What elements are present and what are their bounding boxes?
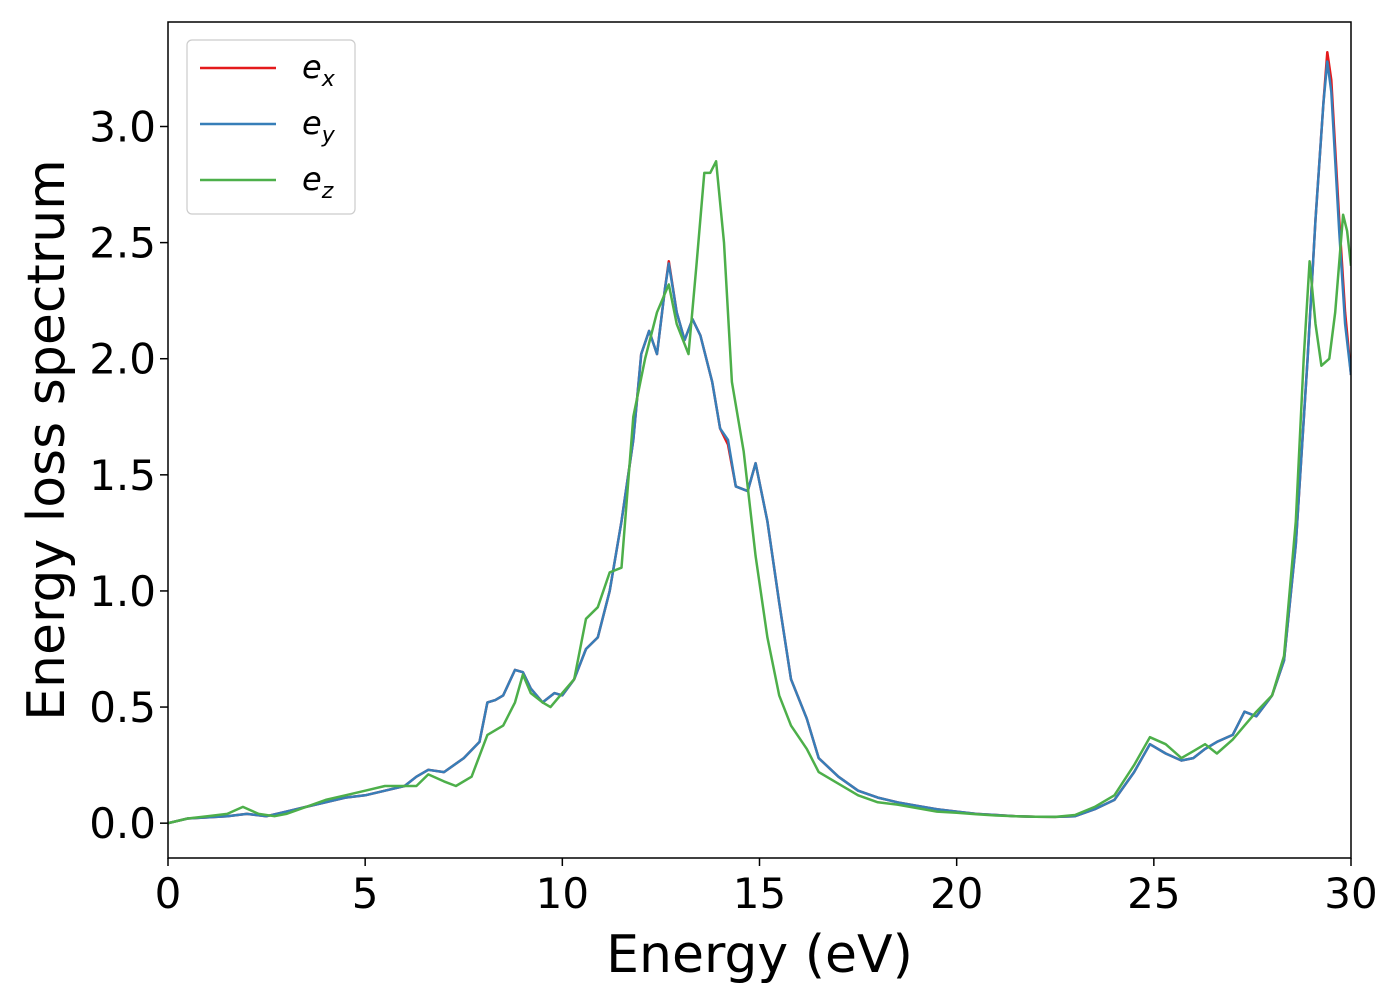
x-tick-label: 5 bbox=[352, 869, 379, 918]
x-axis-ticks: 0 5 10 15 20 25 30 bbox=[155, 858, 1378, 918]
plot-lines bbox=[168, 50, 1351, 825]
y-tick-label: 2.5 bbox=[89, 219, 156, 268]
y-tick-label: 0.5 bbox=[89, 683, 156, 732]
x-tick-label: 25 bbox=[1127, 869, 1180, 918]
x-axis-title: Energy (eV) bbox=[606, 925, 913, 985]
y-tick-label: 0.0 bbox=[89, 799, 156, 848]
legend-label-x: ex bbox=[302, 48, 336, 92]
y-tick-label: 1.5 bbox=[89, 451, 156, 500]
y-tick-label: 2.0 bbox=[89, 335, 156, 384]
x-tick-label: 20 bbox=[930, 869, 983, 918]
y-tick-label: 3.0 bbox=[89, 103, 156, 152]
y-tick-label: 1.0 bbox=[89, 567, 156, 616]
x-tick-label: 0 bbox=[155, 869, 182, 918]
x-tick-label: 30 bbox=[1324, 869, 1377, 918]
legend-label-y: ey bbox=[302, 104, 336, 148]
y-axis-title: Energy loss spectrum bbox=[17, 159, 77, 721]
x-tick-label: 15 bbox=[733, 869, 786, 918]
legend-label-z: ez bbox=[302, 160, 334, 204]
x-tick-label: 10 bbox=[536, 869, 589, 918]
legend-box bbox=[186, 39, 356, 215]
series-line-z bbox=[168, 160, 1351, 825]
legend: ex ey ez bbox=[186, 39, 356, 215]
y-axis-ticks: 0.0 0.5 1.0 1.5 2.0 2.5 3.0 bbox=[89, 103, 168, 848]
